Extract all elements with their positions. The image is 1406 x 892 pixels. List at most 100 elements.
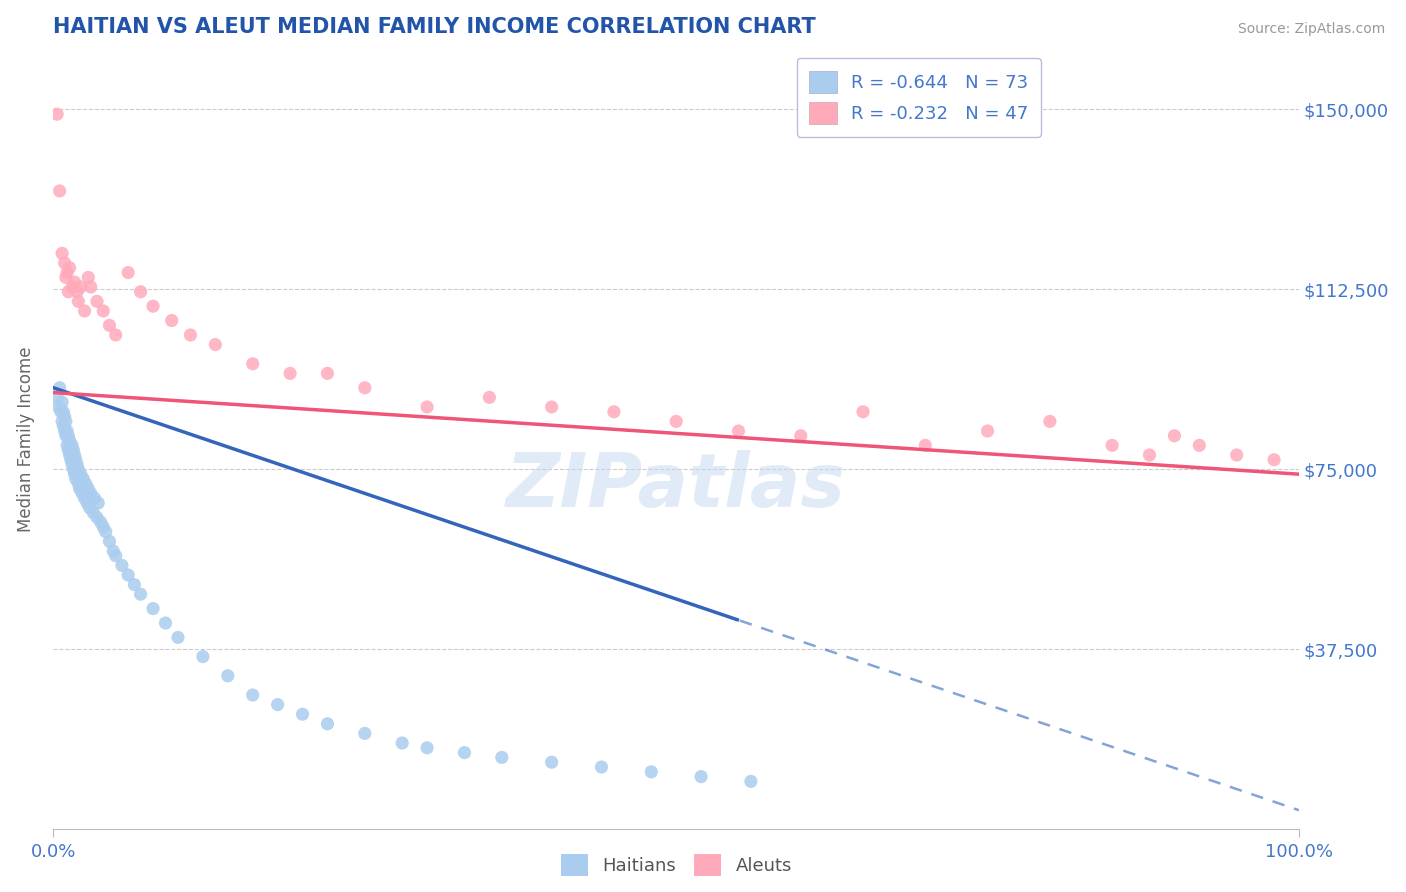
Point <box>69 482 91 496</box>
Point <box>87 496 110 510</box>
Point <box>62 443 84 458</box>
Point <box>51 246 73 260</box>
Point <box>56 438 79 452</box>
Point <box>53 256 76 270</box>
Point <box>1101 438 1123 452</box>
Point <box>77 482 100 496</box>
Point <box>60 458 83 472</box>
Point <box>65 452 87 467</box>
Point <box>740 774 762 789</box>
Point <box>1139 448 1161 462</box>
Point <box>48 184 70 198</box>
Point <box>1263 452 1285 467</box>
Point <box>70 486 93 500</box>
Point <box>117 266 139 280</box>
Point <box>914 438 936 452</box>
Point <box>129 587 152 601</box>
Point <box>790 429 813 443</box>
Point <box>60 280 83 294</box>
Point <box>540 755 562 769</box>
Point <box>640 764 662 779</box>
Point <box>94 524 117 539</box>
Text: HAITIAN VS ALEUT MEDIAN FAMILY INCOME CORRELATION CHART: HAITIAN VS ALEUT MEDIAN FAMILY INCOME CO… <box>53 17 815 37</box>
Point <box>66 285 89 299</box>
Point <box>316 367 339 381</box>
Point <box>266 698 288 712</box>
Point <box>83 491 105 505</box>
Point <box>58 285 80 299</box>
Point <box>104 549 127 563</box>
Point <box>58 443 80 458</box>
Point <box>242 357 264 371</box>
Point <box>69 280 91 294</box>
Point <box>90 515 112 529</box>
Point <box>665 414 688 428</box>
Text: ZIPatlas: ZIPatlas <box>506 450 846 523</box>
Point <box>51 395 73 409</box>
Point <box>48 381 70 395</box>
Point <box>204 337 226 351</box>
Point <box>291 707 314 722</box>
Point <box>129 285 152 299</box>
Point <box>63 448 86 462</box>
Point <box>67 462 90 476</box>
Point <box>76 496 98 510</box>
Point <box>59 434 82 448</box>
Point <box>117 568 139 582</box>
Point <box>124 577 146 591</box>
Point <box>91 304 114 318</box>
Point <box>278 367 301 381</box>
Point <box>98 318 121 333</box>
Text: Source: ZipAtlas.com: Source: ZipAtlas.com <box>1237 22 1385 37</box>
Point <box>52 405 75 419</box>
Point <box>52 419 75 434</box>
Point <box>46 390 69 404</box>
Point <box>91 520 114 534</box>
Point <box>69 467 91 482</box>
Point <box>353 726 375 740</box>
Point <box>55 414 77 428</box>
Point <box>53 409 76 424</box>
Point <box>59 260 82 275</box>
Point <box>603 405 626 419</box>
Point <box>49 405 72 419</box>
Point <box>56 266 79 280</box>
Point <box>75 476 97 491</box>
Point <box>852 405 875 419</box>
Point <box>191 649 214 664</box>
Point <box>82 506 104 520</box>
Point <box>160 313 183 327</box>
Point <box>62 462 84 476</box>
Point <box>104 328 127 343</box>
Point <box>217 669 239 683</box>
Point <box>48 400 70 414</box>
Point <box>86 294 108 309</box>
Point <box>1188 438 1211 452</box>
Point <box>60 438 83 452</box>
Point <box>540 400 562 414</box>
Point <box>491 750 513 764</box>
Point <box>56 424 79 438</box>
Point <box>416 740 439 755</box>
Point <box>67 294 90 309</box>
Point <box>80 486 103 500</box>
Point <box>976 424 998 438</box>
Point <box>242 688 264 702</box>
Point <box>53 424 76 438</box>
Point <box>416 400 439 414</box>
Point <box>1226 448 1249 462</box>
Point <box>66 458 89 472</box>
Point <box>391 736 413 750</box>
Point <box>1163 429 1185 443</box>
Point <box>80 280 103 294</box>
Point <box>727 424 749 438</box>
Point <box>77 270 100 285</box>
Point <box>98 534 121 549</box>
Point <box>55 429 77 443</box>
Point <box>179 328 201 343</box>
Point <box>65 472 87 486</box>
Point <box>46 107 69 121</box>
Point <box>58 429 80 443</box>
Point <box>86 510 108 524</box>
Point <box>55 270 77 285</box>
